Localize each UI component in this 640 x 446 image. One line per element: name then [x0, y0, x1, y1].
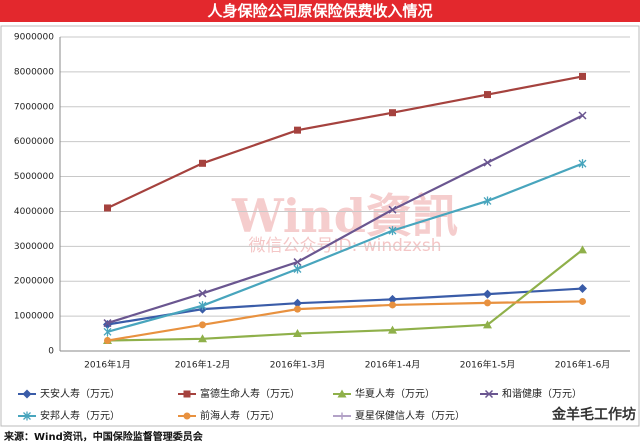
legend-marker	[183, 412, 191, 420]
watermark: Wind資訊	[231, 189, 458, 243]
point	[388, 294, 397, 304]
point	[103, 319, 112, 328]
point	[484, 299, 491, 307]
legend-label: 富德生命人寿（万元）	[200, 387, 300, 400]
x-tick-label: 2016年1-4月	[365, 359, 421, 371]
series-line	[107, 162, 583, 333]
point	[293, 329, 302, 338]
y-tick-label: 4000000	[14, 207, 54, 217]
legend-marker	[183, 390, 191, 398]
point	[483, 158, 492, 167]
point	[103, 327, 112, 337]
y-tick-label: 1000000	[14, 312, 54, 322]
point	[578, 284, 587, 294]
point	[579, 297, 586, 305]
point	[388, 205, 397, 214]
y-tick-label: 7000000	[14, 102, 54, 112]
plot: 0 1000000 2000000 3000000 4000000 5000000 6000…	[14, 33, 630, 371]
legend-label: 华夏人寿（万元）	[355, 387, 435, 400]
point	[198, 289, 207, 298]
legend-marker	[23, 411, 31, 421]
y-tick-label: 6000000	[14, 137, 54, 147]
x-tick-label: 2016年1-3月	[270, 359, 326, 371]
x-tick-label: 2016年1月	[84, 359, 131, 371]
point	[293, 258, 302, 267]
y-tick-label: 9000000	[14, 33, 54, 43]
title-banner	[0, 0, 640, 22]
point	[104, 204, 111, 212]
point	[198, 334, 207, 343]
legend-label: 天安人寿（万元）	[40, 387, 120, 400]
point	[578, 111, 587, 120]
legend-label: 和谐健康（万元）	[502, 387, 582, 400]
source: 来源：Wind资讯，中国保险监督管理委员会	[3, 430, 203, 443]
point	[104, 337, 111, 345]
point	[293, 298, 302, 308]
legend-marker	[338, 412, 346, 420]
point	[483, 196, 492, 206]
point	[578, 159, 587, 169]
series-line	[107, 75, 583, 209]
point	[294, 126, 301, 134]
point	[388, 226, 397, 236]
legend-marker	[484, 389, 494, 399]
y-tick-label: 2000000	[14, 277, 54, 287]
point	[293, 264, 302, 274]
y-tick-label: 0	[48, 347, 54, 357]
y-tick-label: 5000000	[14, 172, 54, 182]
x-tick-label: 2016年1-6月	[555, 359, 611, 371]
legend-label: 前海人寿（万元）	[200, 409, 280, 422]
legend-label: 安邦人寿（万元）	[40, 409, 120, 422]
series-line	[107, 114, 583, 325]
logo: 金羊毛工作坊	[551, 406, 636, 423]
point	[578, 245, 587, 254]
legend-label: 夏星保健信人寿（万元）	[355, 409, 465, 422]
point	[388, 325, 397, 334]
chart-frame	[0, 25, 640, 427]
x-tick-label: 2016年1-2月	[175, 359, 231, 371]
point	[198, 301, 207, 311]
series-line	[107, 248, 584, 342]
point	[389, 301, 396, 309]
point	[199, 159, 206, 167]
y-tick-label: 8000000	[14, 67, 54, 77]
point	[294, 305, 301, 313]
point	[579, 72, 586, 80]
point	[484, 91, 491, 99]
x-tick-label: 2016年1-5月	[460, 359, 516, 371]
chart-title: 人身保险公司原保险保费收入情况	[207, 2, 432, 20]
series-line	[107, 287, 583, 326]
y-tick-label: 3000000	[14, 242, 54, 252]
point	[483, 289, 492, 299]
point	[199, 321, 206, 329]
series-line	[107, 300, 583, 342]
legend-marker	[337, 389, 347, 398]
point	[483, 320, 492, 329]
legend-marker	[22, 389, 32, 399]
point	[389, 109, 396, 117]
